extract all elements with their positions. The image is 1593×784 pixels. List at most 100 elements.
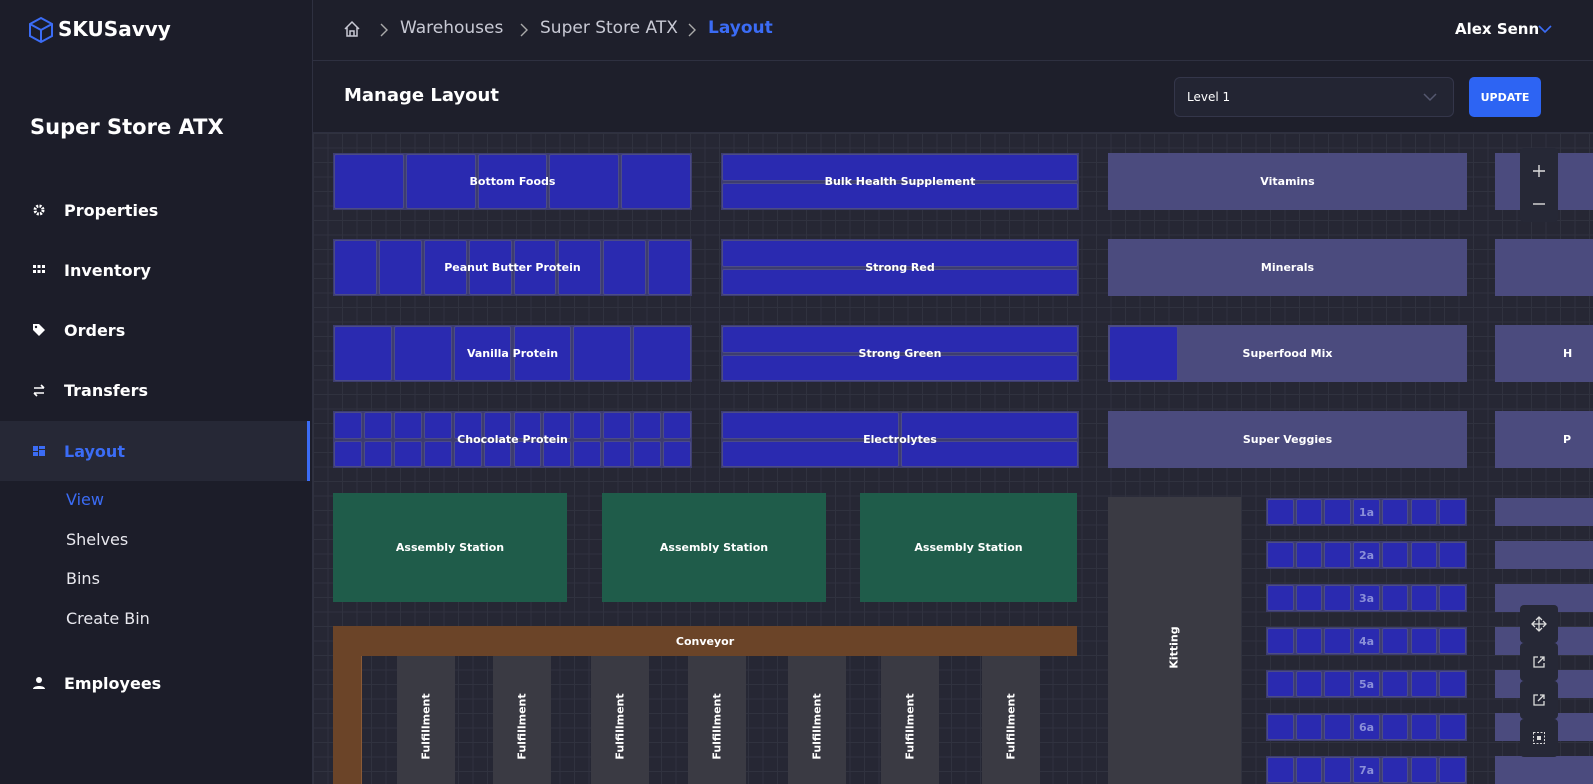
move-tool[interactable] — [1520, 605, 1558, 643]
zone-label: 6a — [1358, 720, 1375, 734]
bin — [603, 440, 632, 467]
zone[interactable]: Assembly Station — [602, 493, 826, 602]
zone[interactable]: Fulfillment — [881, 656, 939, 784]
zone[interactable]: Chocolate Protein — [333, 411, 692, 468]
zone[interactable]: 2a — [1266, 541, 1467, 569]
zone[interactable]: Minerals — [1108, 239, 1467, 296]
zone[interactable]: Bulk Health Supplement — [721, 153, 1079, 210]
nav-item[interactable]: Employees — [0, 653, 310, 713]
bin — [722, 182, 1078, 209]
zone — [1495, 541, 1593, 569]
zone[interactable]: Assembly Station — [333, 493, 567, 602]
zone[interactable]: 1a — [1266, 498, 1467, 526]
zone-label: P — [1563, 433, 1572, 446]
zone-label: Bulk Health Supplement — [824, 175, 976, 188]
zoom-in[interactable] — [1532, 164, 1546, 178]
bin — [901, 412, 1078, 439]
nav-icon — [33, 204, 45, 216]
nav-label: Inventory — [64, 260, 151, 280]
zone[interactable]: Kitting — [1108, 497, 1241, 784]
nav-item[interactable]: Inventory — [0, 240, 310, 300]
bin — [423, 412, 452, 439]
zone[interactable]: Strong Red — [721, 239, 1079, 296]
level-select[interactable]: Level 1 — [1174, 77, 1454, 117]
bin — [1324, 585, 1351, 611]
bin — [1353, 585, 1380, 611]
bin — [603, 412, 632, 439]
zone[interactable]: Superfood Mix — [1108, 325, 1467, 382]
bin — [1410, 499, 1437, 525]
bin — [1381, 585, 1409, 611]
bin — [633, 412, 662, 439]
nav-icon — [33, 265, 45, 273]
zone[interactable]: H — [1495, 325, 1593, 382]
zone[interactable]: Electrolytes — [721, 411, 1079, 468]
fit-tool[interactable] — [1520, 719, 1558, 757]
zone-label: 7a — [1358, 763, 1375, 777]
subnav-item[interactable]: Bins — [66, 569, 100, 588]
conveyor — [333, 656, 362, 784]
logo-icon — [29, 16, 53, 44]
bin — [1410, 757, 1437, 783]
zone[interactable]: 6a — [1266, 713, 1467, 741]
bin — [1267, 585, 1294, 611]
zone[interactable]: 5a — [1266, 670, 1467, 698]
export-tool[interactable] — [1520, 643, 1558, 681]
crumb-sep — [520, 23, 528, 37]
bin — [405, 154, 476, 209]
nav-item[interactable]: Orders — [0, 300, 310, 360]
bin — [648, 240, 691, 295]
bin — [477, 154, 548, 209]
zone[interactable]: Super Veggies — [1108, 411, 1467, 468]
zone-label: Fulfillment — [710, 692, 724, 760]
breadcrumb[interactable]: Layout — [708, 18, 773, 38]
zone[interactable]: Peanut Butter Protein — [333, 239, 692, 296]
nav-item[interactable]: Properties — [0, 180, 310, 240]
breadcrumb[interactable]: Super Store ATX — [540, 18, 678, 38]
update-button[interactable]: UPDATE — [1469, 77, 1541, 117]
zone[interactable]: Fulfillment — [982, 656, 1040, 784]
breadcrumb[interactable]: Warehouses — [400, 18, 504, 38]
user-name[interactable]: Alex Senn — [1455, 20, 1540, 38]
zone[interactable]: Bottom Foods — [333, 153, 692, 210]
bin — [543, 440, 572, 467]
zone[interactable]: Fulfillment — [591, 656, 649, 784]
zoom-controls — [1520, 148, 1558, 222]
zoom-out[interactable] — [1532, 202, 1546, 206]
subnav-item[interactable]: Shelves — [66, 529, 129, 549]
bin — [722, 154, 1078, 181]
zone[interactable]: 3a — [1266, 584, 1467, 612]
user-caret[interactable] — [1538, 24, 1552, 34]
open-tool[interactable] — [1520, 681, 1558, 719]
zone[interactable]: Fulfillment — [493, 656, 551, 784]
zone[interactable]: Vitamins — [1108, 153, 1467, 210]
zone[interactable]: 4a — [1266, 627, 1467, 655]
nav-item[interactable]: Transfers — [0, 360, 310, 420]
zone-label: 1a — [1358, 505, 1375, 519]
zone-label: Superfood Mix — [1242, 347, 1333, 360]
zone[interactable]: Vanilla Protein — [333, 325, 692, 382]
zone[interactable]: Assembly Station — [860, 493, 1077, 602]
zone[interactable]: Fulfillment — [788, 656, 846, 784]
bin — [393, 440, 422, 467]
bin — [621, 154, 691, 209]
zone[interactable]: Strong Green — [721, 325, 1079, 382]
bin — [1410, 585, 1437, 611]
subnav-item[interactable]: View — [66, 490, 104, 509]
bin — [1439, 585, 1466, 611]
bin — [663, 412, 691, 439]
zone[interactable]: Fulfillment — [688, 656, 746, 784]
bin — [423, 440, 452, 467]
bin — [1353, 499, 1380, 525]
bin — [1109, 326, 1178, 381]
subnav-item[interactable]: Create Bin — [66, 608, 150, 628]
zone[interactable]: 7a — [1266, 756, 1467, 784]
zone[interactable]: P — [1495, 411, 1593, 468]
zone[interactable]: Fulfillment — [397, 656, 455, 784]
bin — [1439, 714, 1466, 740]
zone[interactable]: Conveyor — [333, 626, 1077, 656]
nav-item[interactable]: Layout — [0, 421, 310, 481]
nav-label: Orders — [64, 320, 126, 340]
home-icon[interactable] — [343, 20, 361, 38]
bin — [1324, 757, 1351, 783]
